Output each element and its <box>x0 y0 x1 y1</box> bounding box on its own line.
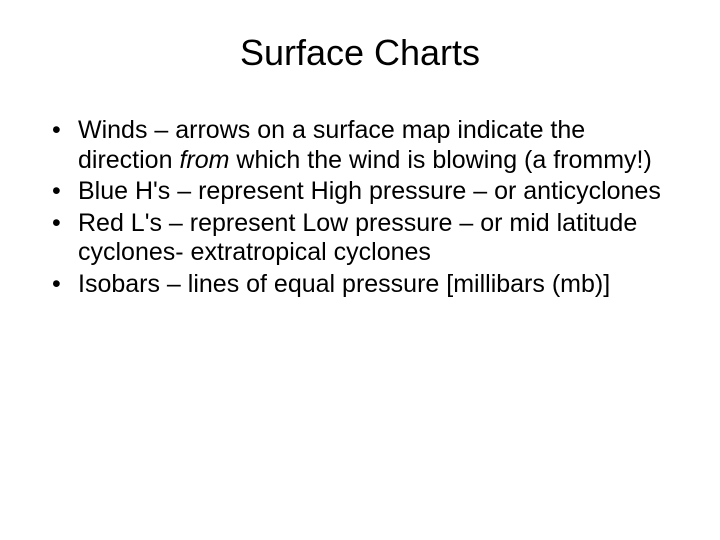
list-item: Winds – arrows on a surface map indicate… <box>48 116 672 175</box>
list-item: Red L's – represent Low pressure – or mi… <box>48 209 672 268</box>
bullet-text-italic: from <box>179 146 229 174</box>
slide-title: Surface Charts <box>48 32 672 74</box>
list-item: Blue H's – represent High pressure – or … <box>48 177 672 207</box>
bullet-text-post: which the wind is blowing (a frommy!) <box>229 146 651 174</box>
bullet-text-pre: Blue H's – represent High pressure – or … <box>78 177 661 205</box>
list-item: Isobars – lines of equal pressure [milli… <box>48 270 672 300</box>
bullet-text-pre: Red L's – represent Low pressure – or mi… <box>78 209 637 267</box>
bullet-text-pre: Isobars – lines of equal pressure [milli… <box>78 270 610 298</box>
bullet-list: Winds – arrows on a surface map indicate… <box>48 116 672 299</box>
slide: Surface Charts Winds – arrows on a surfa… <box>0 0 720 540</box>
